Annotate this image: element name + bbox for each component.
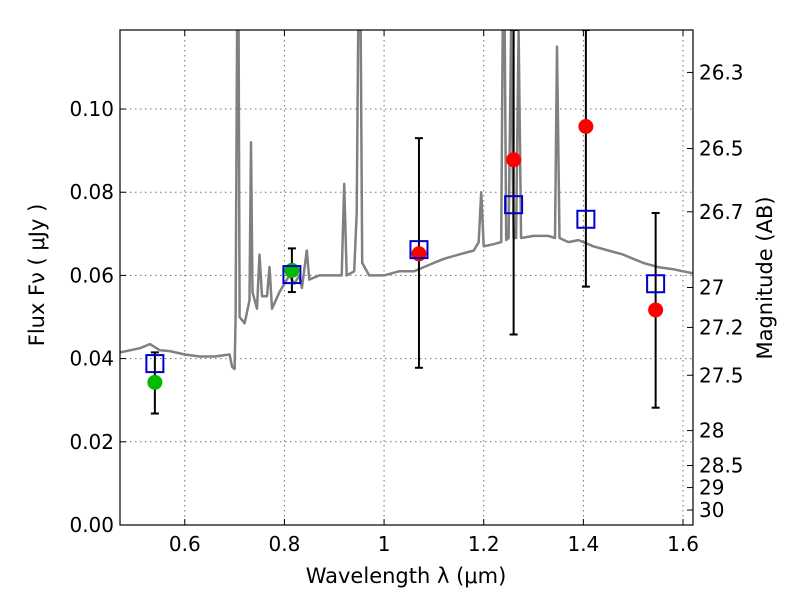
y2-tick-label: 26.3: [699, 60, 744, 84]
x-axis-ticks: 0.6 0.8 1 1.2 1.4 1.6: [169, 30, 699, 556]
red-data-point: [506, 152, 522, 168]
y2-tick-label: 27.5: [699, 363, 744, 387]
y2-axis-title: Magnitude (AB): [753, 196, 777, 359]
grid-layer: [120, 30, 693, 525]
y2-tick-label: 28.5: [699, 454, 744, 478]
y2-tick-label: 30: [699, 498, 724, 522]
model-square-point: [145, 354, 165, 374]
plot-frame: [119, 29, 694, 526]
x-tick-label: 1: [378, 532, 391, 556]
y-tick-label: 0.00: [69, 513, 114, 537]
x-tick-label: 1.2: [468, 532, 500, 556]
y-axis-ticks: 0.00 0.02 0.04 0.06 0.08 0.10: [69, 97, 126, 537]
y-tick-label: 0.06: [69, 263, 114, 287]
x-tick-label: 1.4: [567, 532, 599, 556]
spectrum-layer: [120, 30, 693, 371]
spectrum-line: [120, 30, 693, 371]
points-layer: [145, 119, 666, 390]
y-axis-title: Flux Fν ( μJy ): [25, 204, 49, 347]
red-data-point: [648, 302, 664, 318]
model-square-point: [409, 240, 429, 260]
y-tick-label: 0.10: [69, 97, 114, 121]
model-square-point: [646, 274, 666, 294]
y2-tick-label: 27: [699, 275, 724, 299]
y2-tick-label: 29: [699, 476, 724, 500]
y2-tick-label: 26.5: [699, 137, 744, 161]
model-square-point: [504, 195, 524, 215]
green-data-point: [147, 374, 163, 390]
x-tick-label: 0.6: [169, 532, 201, 556]
x-tick-label: 1.6: [667, 532, 699, 556]
model-square-point: [576, 209, 596, 229]
y2-tick-label: 26.7: [699, 200, 744, 224]
y2-tick-label: 27.2: [699, 315, 744, 339]
x-axis-title: Wavelength λ (μm): [306, 564, 507, 588]
y-tick-label: 0.02: [69, 430, 114, 454]
y-tick-label: 0.04: [69, 347, 114, 371]
model-square-point: [282, 265, 302, 285]
x-tick-label: 0.8: [269, 532, 301, 556]
red-data-point: [578, 119, 594, 135]
y-tick-label: 0.08: [69, 180, 114, 204]
y2-tick-label: 28: [699, 419, 724, 443]
